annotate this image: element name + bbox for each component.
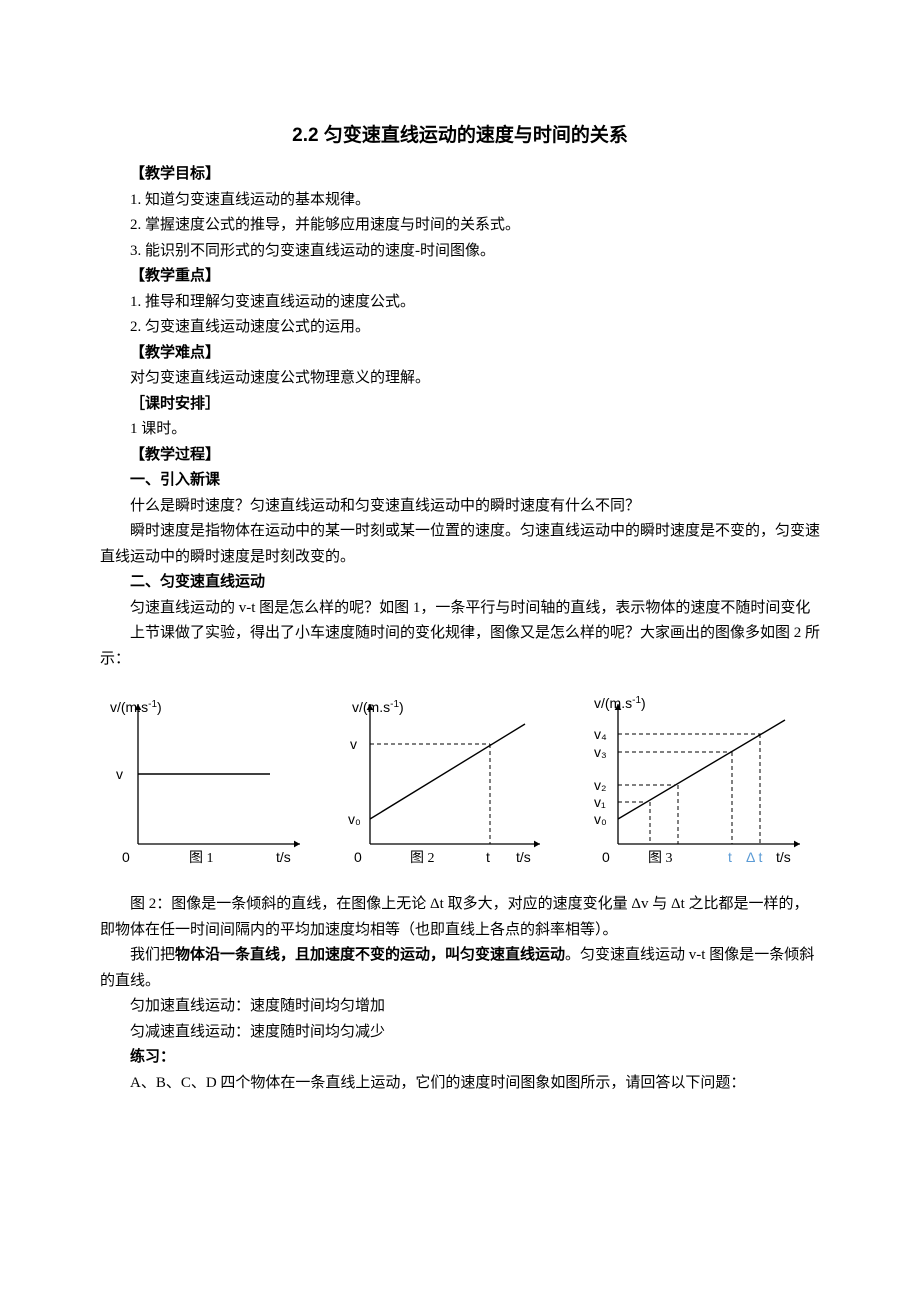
svg-text:v: v bbox=[350, 736, 357, 752]
focus-item: 1. 推导和理解匀变速直线运动的速度公式。 bbox=[100, 290, 820, 316]
body-text: 什么是瞬时速度？匀速直线运动和匀变速直线运动中的瞬时速度有什么不同？ bbox=[100, 494, 820, 520]
goal-item: 2. 掌握速度公式的推导，并能够应用速度与时间的关系式。 bbox=[100, 213, 820, 239]
svg-text:t: t bbox=[728, 849, 732, 865]
svg-text:t/s: t/s bbox=[516, 849, 531, 865]
goal-item: 1. 知道匀变速直线运动的基本规律。 bbox=[100, 188, 820, 214]
body-text: 上节课做了实验，得出了小车速度随时间的变化规律，图像又是怎么样的呢？大家画出的图… bbox=[100, 621, 820, 672]
body-text: 匀减速直线运动：速度随时间均匀减少 bbox=[100, 1020, 820, 1046]
body-text: 我们把物体沿一条直线，且加速度不变的运动，叫匀变速直线运动。匀变速直线运动 v-… bbox=[100, 943, 820, 994]
svg-text:0: 0 bbox=[602, 849, 610, 865]
body-text-prefix: 我们把 bbox=[130, 947, 175, 963]
page-title: 2.2 匀变速直线运动的速度与时间的关系 bbox=[100, 120, 820, 152]
svg-text:t: t bbox=[486, 849, 490, 865]
subsection-2-heading: 二、匀变速直线运动 bbox=[100, 570, 820, 596]
svg-text:t/s: t/s bbox=[276, 849, 291, 865]
difficulty-text: 对匀变速直线运动速度公式物理意义的理解。 bbox=[100, 366, 820, 392]
body-text: 瞬时速度是指物体在运动中的某一时刻或某一位置的速度。匀速直线运动中的瞬时速度是不… bbox=[100, 519, 820, 570]
goal-item: 3. 能识别不同形式的匀变速直线运动的速度-时间图像。 bbox=[100, 239, 820, 265]
section-time-heading: ［课时安排］ bbox=[100, 392, 820, 418]
chart-3: v/(m.s-1)v₀v₁v₂v₃v₄0t/s图 3tΔ t bbox=[570, 684, 820, 874]
svg-text:v₁: v₁ bbox=[594, 794, 606, 810]
svg-text:图 2: 图 2 bbox=[410, 851, 435, 866]
body-text-bold: 物体沿一条直线，且加速度不变的运动，叫匀变速直线运动 bbox=[175, 947, 565, 963]
time-text: 1 课时。 bbox=[100, 417, 820, 443]
body-text: 匀加速直线运动：速度随时间均匀增加 bbox=[100, 994, 820, 1020]
charts-row: v/(m.s-1) v 0 t/s 图 1 v/(m.s-1) v₀ v 0 t t/s 图 2 v… bbox=[100, 684, 820, 874]
svg-text:v: v bbox=[116, 766, 123, 782]
svg-text:v₂: v₂ bbox=[594, 777, 606, 793]
body-text: A、B、C、D 四个物体在一条直线上运动，它们的速度时间图象如图所示，请回答以下… bbox=[100, 1071, 820, 1097]
svg-text:v₄: v₄ bbox=[594, 726, 607, 742]
section-goals-heading: 【教学目标】 bbox=[100, 162, 820, 188]
svg-text:Δ t: Δ t bbox=[746, 849, 762, 865]
subsection-1-heading: 一、引入新课 bbox=[100, 468, 820, 494]
svg-text:0: 0 bbox=[122, 849, 130, 865]
chart-1: v/(m.s-1) v 0 t/s 图 1 bbox=[100, 684, 320, 874]
focus-item: 2. 匀变速直线运动速度公式的运用。 bbox=[100, 315, 820, 341]
svg-text:图 1: 图 1 bbox=[189, 851, 214, 866]
chart-2: v/(m.s-1) v₀ v 0 t t/s 图 2 bbox=[330, 684, 560, 874]
body-text: 匀速直线运动的 v-t 图是怎么样的呢？如图 1，一条平行与时间轴的直线，表示物… bbox=[100, 596, 820, 622]
svg-text:v/(m.s-1): v/(m.s-1) bbox=[352, 699, 404, 716]
svg-text:v₀: v₀ bbox=[348, 811, 361, 827]
svg-text:t/s: t/s bbox=[776, 849, 791, 865]
section-focus-heading: 【教学重点】 bbox=[100, 264, 820, 290]
svg-text:v₀: v₀ bbox=[594, 811, 607, 827]
svg-text:v₃: v₃ bbox=[594, 744, 607, 760]
exercise-heading: 练习： bbox=[100, 1045, 820, 1071]
body-text: 图 2：图像是一条倾斜的直线，在图像上无论 Δt 取多大，对应的速度变化量 Δv… bbox=[100, 892, 820, 943]
svg-text:0: 0 bbox=[354, 849, 362, 865]
svg-text:图 3: 图 3 bbox=[648, 851, 673, 866]
section-process-heading: 【教学过程】 bbox=[100, 443, 820, 469]
section-difficulty-heading: 【教学难点】 bbox=[100, 341, 820, 367]
svg-text:v/(m.s-1): v/(m.s-1) bbox=[110, 699, 162, 716]
